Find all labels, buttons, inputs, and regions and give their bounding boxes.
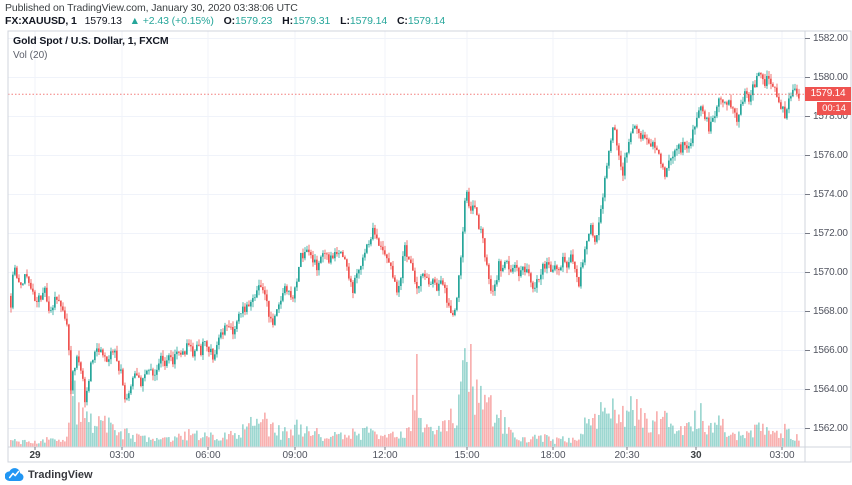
tradingview-brand-text: TradingView	[28, 468, 93, 481]
close-value: C:1579.14	[396, 15, 446, 27]
price-axis-label: 1572.00	[813, 227, 848, 239]
time-axis-label: 18:00	[540, 450, 566, 461]
time-axis-label: 06:00	[195, 450, 221, 461]
time-axis-label: 30	[690, 450, 702, 461]
chart-legend-title[interactable]: Gold Spot / U.S. Dollar, 1, FXCM	[13, 35, 169, 47]
price-axis-label: 1574.00	[813, 188, 848, 200]
price-axis-label: 1570.00	[813, 266, 848, 278]
high-value: H:1579.31	[282, 15, 331, 27]
price-change: ▲ +2.43 (+0.15%)	[129, 15, 214, 27]
published-caption: Published on TradingView.com, January 30…	[5, 2, 298, 14]
volume-indicator-label[interactable]: Vol (20)	[13, 50, 48, 61]
time-axis-label: 03:00	[769, 450, 795, 461]
tradingview-logo-icon	[5, 468, 24, 481]
price-axis-label: 1578.00	[813, 110, 848, 122]
symbol-name: FX:XAUUSD, 1	[5, 15, 77, 27]
time-axis-label: 20:30	[614, 450, 640, 461]
time-axis-label: 12:00	[372, 450, 398, 461]
price-axis-label: 1564.00	[813, 383, 848, 395]
current-price-label: 1579.14	[805, 87, 851, 102]
time-axis-label: 29	[29, 450, 41, 461]
price-axis-label: 1566.00	[813, 344, 848, 356]
price-axis-label: 1568.00	[813, 305, 848, 317]
open-value: O:1579.23	[223, 15, 273, 27]
time-axis-label: 15:00	[454, 450, 480, 461]
time-axis-label: 03:00	[109, 450, 135, 461]
price-axis-label: 1562.00	[813, 422, 848, 434]
tradingview-attribution[interactable]: TradingView	[5, 467, 93, 482]
price-axis-label: 1580.00	[813, 71, 848, 83]
low-value: L:1579.14	[340, 15, 388, 27]
chart-legend[interactable]: Gold Spot / U.S. Dollar, 1, FXCM Vol (20…	[13, 35, 169, 61]
bar-countdown-label: 00:14	[817, 102, 851, 116]
price-axis-label: 1582.00	[813, 32, 848, 44]
last-price: 1579.13	[84, 15, 122, 27]
quote-strip: FX:XAUUSD, 1 1579.13 ▲ +2.43 (+0.15%) O:…	[5, 15, 445, 27]
price-axis-label: 1576.00	[813, 149, 848, 161]
time-axis-label: 09:00	[282, 450, 308, 461]
